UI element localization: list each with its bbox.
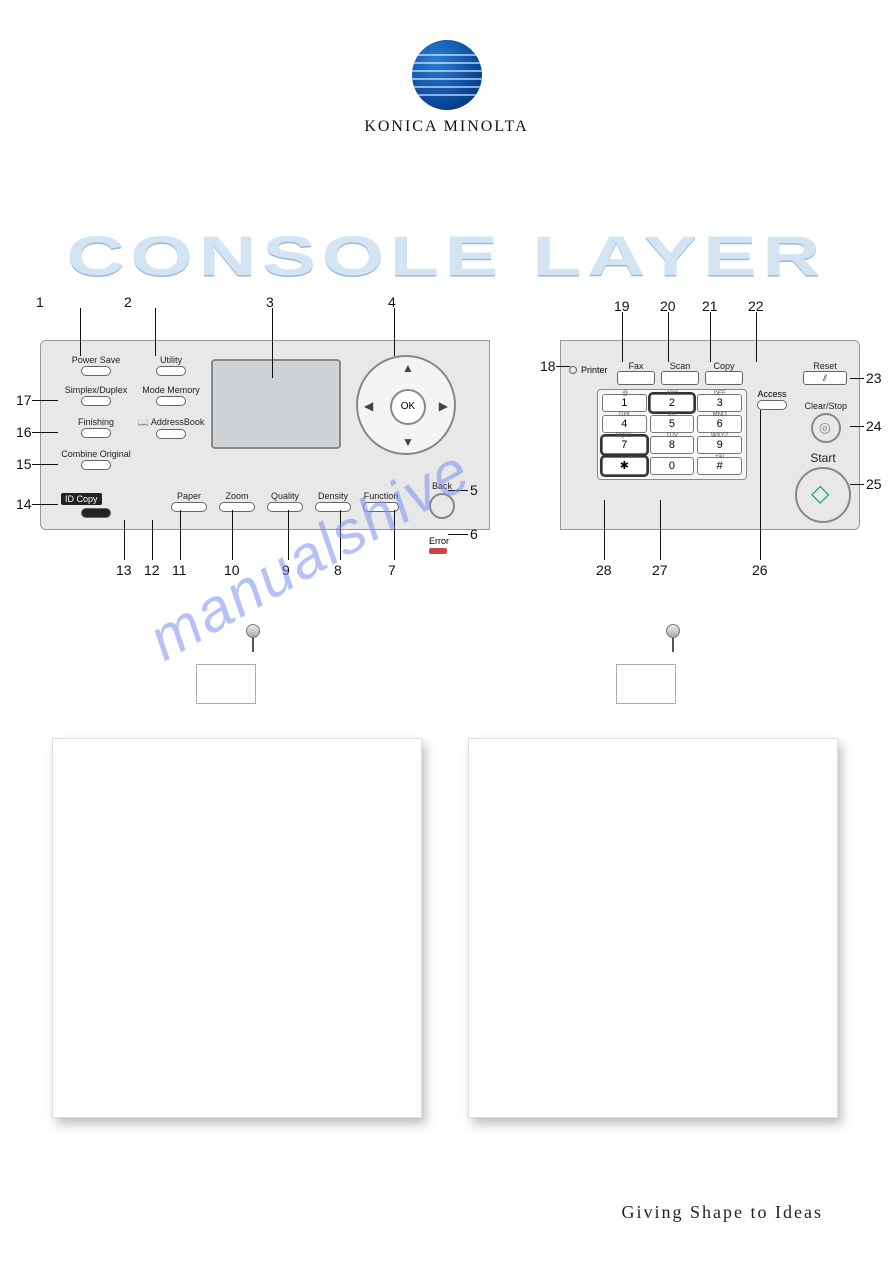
- pushpin-icon: [244, 624, 262, 652]
- btn-id-copy: ID Copy: [61, 489, 131, 518]
- btn-copy: Copy: [705, 361, 743, 385]
- error-led: Error: [429, 536, 449, 554]
- callout-25: 25: [866, 476, 882, 492]
- btn-power-save: Power Save: [61, 355, 131, 376]
- note-card-left: [52, 738, 422, 1118]
- btn-simplex-duplex: Simplex/Duplex: [61, 385, 131, 406]
- btn-address-book: 📖 AddressBook: [136, 417, 206, 439]
- btn-reset: Reset ⫽: [803, 361, 847, 385]
- keypad: .@1 ABC2 DEF3 GHI4 JKL5 MNO6 PQRS7 TUV8 …: [597, 389, 747, 480]
- btn-access: Access: [757, 389, 787, 410]
- callout-10: 10: [224, 562, 240, 578]
- callout-8: 8: [334, 562, 342, 578]
- btn-scan: Scan: [661, 361, 699, 385]
- direction-pad: OK ▲ ▼ ◀ ▶: [356, 355, 456, 455]
- btn-density: Density: [315, 491, 351, 512]
- control-panel-diagram: Power Save Simplex/Duplex Finishing Comb…: [0, 300, 893, 590]
- brand-header: KONICA MINOLTA: [0, 40, 893, 136]
- label-box-left: [196, 664, 256, 704]
- callout-2: 2: [124, 294, 132, 310]
- btn-start: Start: [795, 451, 851, 523]
- key-0: 0: [650, 457, 695, 475]
- btn-mode-memory: Mode Memory: [136, 385, 206, 406]
- brand-logo: [412, 40, 482, 110]
- note-card-right: [468, 738, 838, 1118]
- arrow-down-icon: ▼: [402, 435, 414, 449]
- callout-24: 24: [866, 418, 882, 434]
- btn-utility: Utility: [136, 355, 206, 376]
- brand-tagline: Giving Shape to Ideas: [622, 1202, 823, 1223]
- function-row: Paper Zoom Quality Density Function: [171, 491, 399, 512]
- callout-5: 5: [470, 482, 478, 498]
- callout-27: 27: [652, 562, 668, 578]
- printer-indicator: Printer: [569, 365, 608, 375]
- btn-combine-original: Combine Original: [61, 449, 131, 470]
- key-8: TUV8: [650, 436, 695, 454]
- btn-back: Back: [429, 481, 455, 519]
- callout-7: 7: [388, 562, 396, 578]
- callout-14: 14: [16, 496, 32, 512]
- callout-1: 1: [36, 294, 44, 310]
- callout-17: 17: [16, 392, 32, 408]
- label-box-right: [616, 664, 676, 704]
- pushpin-icon: [664, 624, 682, 652]
- callout-26: 26: [752, 562, 768, 578]
- btn-zoom: Zoom: [219, 491, 255, 512]
- key-hash: +&/#: [697, 457, 742, 475]
- callout-15: 15: [16, 456, 32, 472]
- lcd-screen: [211, 359, 341, 449]
- arrow-up-icon: ▲: [402, 361, 414, 375]
- arrow-right-icon: ▶: [439, 399, 448, 413]
- callout-12: 12: [144, 562, 160, 578]
- btn-clear-stop: Clear/Stop: [804, 401, 847, 443]
- btn-paper: Paper: [171, 491, 207, 512]
- panel-right: Printer Fax Scan Copy Reset ⫽ .@1 ABC2 D…: [560, 340, 860, 530]
- key-star: ←→/–✱: [602, 457, 647, 475]
- mode-row: Fax Scan Copy: [617, 361, 743, 385]
- page-title: CONSOLE LAYER: [0, 224, 893, 288]
- btn-function: Function: [363, 491, 399, 512]
- callout-11: 11: [172, 562, 187, 578]
- callout-13: 13: [116, 562, 132, 578]
- panel-left: Power Save Simplex/Duplex Finishing Comb…: [40, 340, 490, 530]
- callout-28: 28: [596, 562, 612, 578]
- btn-quality: Quality: [267, 491, 303, 512]
- ok-button: OK: [390, 389, 426, 425]
- brand-name: KONICA MINOLTA: [0, 118, 893, 136]
- callout-9: 9: [282, 562, 290, 578]
- arrow-left-icon: ◀: [364, 399, 373, 413]
- callout-16: 16: [16, 424, 32, 440]
- btn-finishing: Finishing: [61, 417, 131, 438]
- callout-6: 6: [470, 526, 478, 542]
- callout-18: 18: [540, 358, 556, 374]
- btn-fax: Fax: [617, 361, 655, 385]
- callout-23: 23: [866, 370, 882, 386]
